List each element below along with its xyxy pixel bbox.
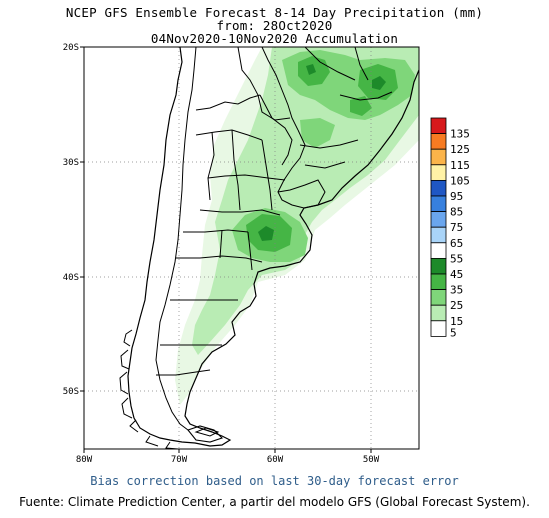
legend-swatch [430,195,447,213]
legend-value: 15 [450,315,463,328]
precip-45-55-north [306,64,316,75]
bias-correction-note: Bias correction based on last 30-day for… [90,474,459,488]
lat-tick-label: 20S [63,43,79,53]
precip-45-55-northeast [372,76,386,90]
lat-tick-label: 30S [63,158,79,168]
legend-swatch [430,148,447,166]
legend-value: 85 [450,206,463,219]
legend-value: 45 [450,268,463,281]
political-borders [155,47,393,431]
legend-value: 125 [450,143,470,156]
map-frame [83,46,420,450]
legend-swatch [430,117,447,135]
legend-swatch [430,242,447,259]
legend-swatch [430,320,447,337]
legend-value: 135 [450,128,470,141]
lon-tick-label: 80W [76,455,93,465]
legend-swatch [430,289,447,306]
legend-value: 115 [450,159,470,172]
precip-shading [175,47,419,405]
legend-value: 95 [450,190,463,203]
color-legend: 135 125 115 105 95 85 75 65 55 45 35 25 155 [430,117,470,339]
chile-islands [119,329,220,449]
lat-tick-label: 40S [63,273,79,283]
legend-value: 65 [450,237,463,250]
legend-value: 75 [450,221,463,234]
lon-tick-label: 60W [267,455,284,465]
legend-swatch [430,179,447,197]
map-title-line1: NCEP GFS Ensemble Forecast 8-14 Day Prec… [65,5,484,20]
map-title-line2: from: 28Oct2020 [216,18,333,33]
source-caption: Fuente: Climate Prediction Center, a par… [19,495,530,509]
precip-45-55-core [258,226,274,241]
lon-ticks: 80W 70W 60W 50W [76,449,380,465]
lat-tick-label: 50S [63,387,79,397]
legend-value: 55 [450,252,463,265]
lon-tick-label: 50W [363,455,380,465]
legend-swatch [430,226,447,244]
precip-15-25-area [192,47,419,355]
precip-35-45-brazil-coast [350,96,372,116]
lat-lon-grid [84,47,419,449]
legend-swatch [430,164,447,181]
legend-value: 35 [450,284,463,297]
legend-value: 5 [450,326,457,339]
legend-value: 25 [450,299,463,312]
legend-swatch [430,211,447,228]
legend-swatch [430,304,447,322]
legend-swatch [430,133,447,150]
map-title-line3: 04Nov2020-10Nov2020 Accumulation [150,31,399,46]
precip-25-35-southeast [300,118,335,148]
lat-ticks: 20S 30S 40S 50S [63,43,84,397]
lon-tick-label: 70W [171,455,188,465]
legend-value: 105 [450,174,470,187]
legend-swatch [430,257,447,275]
legend-swatch [430,273,447,291]
tierra-del-fuego [187,425,224,443]
